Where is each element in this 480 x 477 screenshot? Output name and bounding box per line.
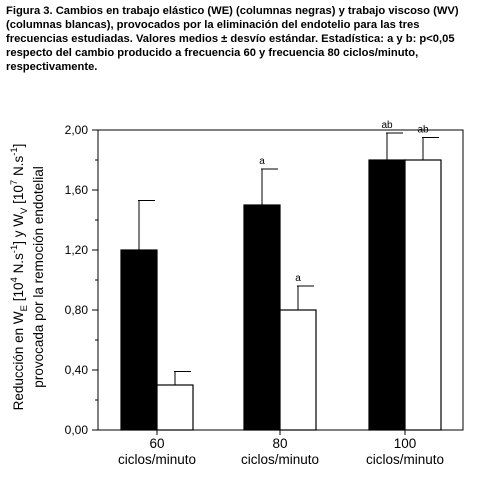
bar (404, 159, 442, 431)
significance-label: ab (417, 125, 429, 136)
x-category-unit: ciclos/minuto (366, 452, 444, 467)
x-category-value: 100 (394, 436, 417, 451)
x-category-value: 60 (149, 436, 164, 451)
y-tick-label: 0,00 (65, 423, 89, 437)
y-tick-label: 2,00 (65, 123, 89, 137)
y-tick-label: 0,40 (65, 363, 89, 377)
x-category-unit: ciclos/minuto (118, 452, 196, 467)
chart-bars (120, 132, 442, 431)
bar (120, 249, 158, 431)
y-tick-label: 1,60 (65, 183, 89, 197)
x-category-value: 80 (272, 436, 287, 451)
significance-label: a (295, 273, 301, 284)
x-category-unit: ciclos/minuto (241, 452, 319, 467)
bar (156, 384, 194, 431)
chart-labels: 0,000,400,801,201,602,0060ciclos/minuto8… (65, 120, 444, 467)
figure-caption: Figura 3. Cambios en trabajo elástico (W… (6, 5, 459, 73)
y-axis-label-line2: provocada por la remoción endotelial (31, 166, 46, 387)
y-axis-label-line1: Reducción en WE [104 N.s-1] y WV [107 N.… (9, 144, 30, 411)
bar (279, 309, 317, 431)
y-tick-label: 1,20 (65, 243, 89, 257)
bar (243, 204, 281, 431)
bar (368, 159, 406, 431)
significance-label: ab (381, 120, 393, 131)
y-tick-label: 0,80 (65, 303, 89, 317)
significance-label: a (259, 156, 265, 167)
